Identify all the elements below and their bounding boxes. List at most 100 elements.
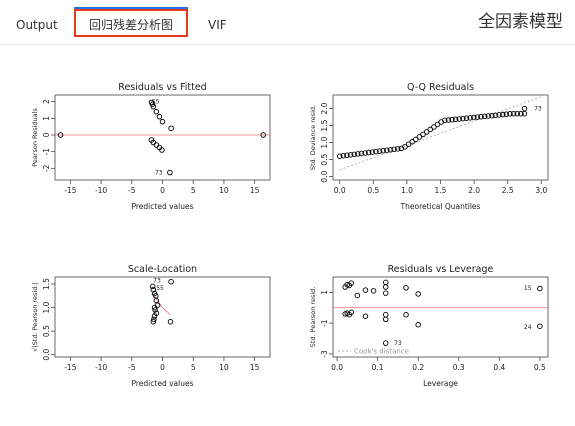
plot-3: Scale-Location -15 -10 -5 0 5 10 15 0.0 0.5 1.0 1.5… [31,264,271,388]
tab-vif[interactable]: VIF [208,18,227,32]
data-point [420,131,426,138]
data-point [442,117,448,124]
data-point [391,146,397,153]
data-point [167,169,173,176]
plot-title: Q-Q Residuals [407,82,474,93]
point-annotation: 73 [394,340,402,347]
diagnostic-plots: Residuals vs Fitted-15 -10 -5 0 5 10 15-2-1012… [31,82,549,388]
data-point [382,284,389,290]
data-point [384,147,390,153]
data-point [373,148,379,155]
data-point [382,290,389,296]
y-tick-label: 0.5 [42,325,51,337]
data-point [151,304,158,311]
data-point [537,285,543,292]
x-axis-label: Theoretical Quantiles [400,202,481,211]
data-point [521,105,528,112]
tab-residual-plots[interactable]: 回归残差分析图 [74,7,188,37]
data-point [481,113,488,120]
data-point [347,152,354,158]
x-axis-label: Predicted values [132,379,194,388]
y-tick-label: -1 [42,148,51,156]
data-point [423,129,430,135]
y-tick-label: 1.5 [320,119,329,131]
plot-4: Residuals vs Leverage 0.0 0.1 0.2 0.3 0.4 0.5 -… [309,264,549,388]
y-tick-label: -1 [320,319,329,327]
y-tick-label: 2.0 [320,102,329,114]
data-point [152,307,158,313]
plot-title: Scale-Location [128,264,197,275]
x-tick-label: 3.0 [535,186,547,195]
data-point [365,149,372,156]
y-axis-label: Pearson Residuals [31,108,39,167]
data-point [382,316,389,323]
y-axis-label: Std. Deviance resid. [309,105,317,170]
data-point [387,147,394,153]
data-point [159,118,166,125]
data-point [503,111,510,117]
x-tick-label: 10 [219,186,229,195]
y-axis-label: Std. Pearson resid. [309,287,317,348]
x-tick-label: 2.0 [468,186,480,195]
y-tick-label: 1.5 [42,278,51,290]
data-point [167,318,174,325]
y-tick-label: 1.0 [320,136,329,148]
x-tick-label: -15 [64,363,76,372]
plot-2: Q-Q Residuals 0.0 0.5 1.0 1.5 2.0 2.5 3.0 0.0 0.5… [309,82,549,211]
x-tick-label: -10 [95,186,107,195]
x-tick-label: 0.2 [412,363,424,372]
residual-plots-panel: Residuals vs Fitted -15 -10 -5 0 5 10 15 -2 -1 0 1 2… [0,45,575,422]
x-tick-label: 0.5 [367,186,379,195]
x-tick-label: 10 [219,363,229,372]
data-point [168,278,174,285]
plot-title: Residuals vs Fitted [118,82,206,93]
data-point [382,279,389,286]
data-point [518,110,524,117]
x-tick-label: 0.3 [453,363,465,372]
data-point [149,283,156,290]
x-tick-label: 0.1 [372,363,384,372]
data-point [403,285,409,291]
tab-divider [0,44,575,45]
tab-output[interactable]: Output [16,18,58,32]
plot-title: Residuals vs Leverage [388,264,494,275]
data-point [382,311,389,318]
y-tick-label: 1 [42,116,51,121]
data-point [434,121,441,128]
data-point [478,113,484,120]
y-tick-label: 0.5 [320,153,329,165]
x-axis-label: Predicted values [132,202,194,211]
data-point [415,291,421,297]
data-point [521,110,528,117]
data-point [151,313,158,319]
data-point [460,115,466,122]
x-axis-label: Leverage [423,379,458,388]
data-point [471,114,477,121]
data-point [351,151,357,158]
data-point [348,309,355,316]
y-tick-label: 1 [320,290,329,295]
data-point [153,142,160,148]
y-tick-label: 0.0 [42,348,51,360]
model-title: 全因素模型 [478,12,563,32]
data-point [537,323,543,329]
data-point [153,108,160,115]
data-point [510,110,517,117]
plot-frame [54,94,271,181]
x-tick-label: 1.0 [401,186,413,195]
data-point [150,318,157,325]
data-point [449,116,455,123]
data-point [336,153,343,159]
x-tick-label: 0.0 [331,363,343,372]
data-point [149,101,156,107]
point-annotation: 24 [524,324,532,331]
plot-frame [332,94,549,181]
x-tick-label: -10 [95,363,107,372]
data-point [150,286,157,293]
x-tick-label: 0.4 [493,363,505,372]
data-point [154,302,161,308]
data-point [456,116,463,122]
legend-label: Cook's distance [354,348,409,356]
point-annotation: 55 [152,99,160,106]
data-point [370,288,377,294]
